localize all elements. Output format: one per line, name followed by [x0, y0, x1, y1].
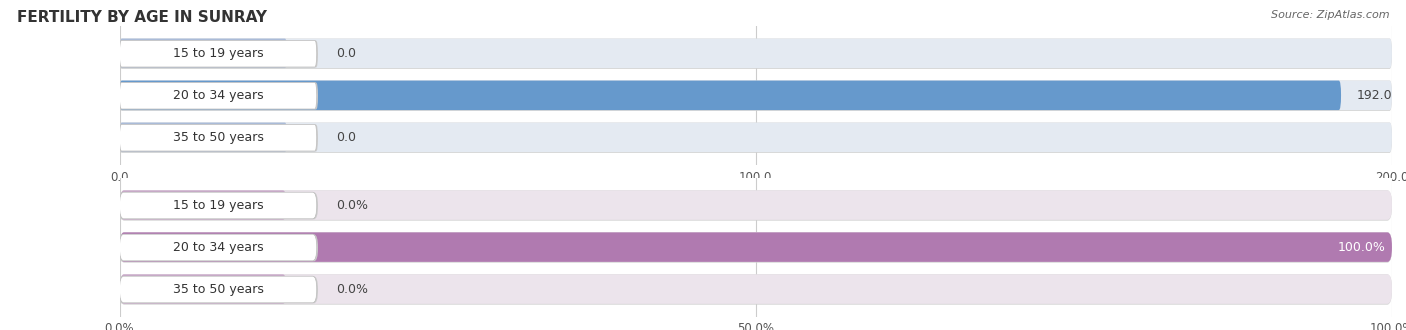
FancyBboxPatch shape — [120, 190, 1392, 220]
FancyBboxPatch shape — [120, 274, 1392, 305]
FancyBboxPatch shape — [120, 276, 316, 303]
FancyBboxPatch shape — [117, 41, 318, 68]
FancyBboxPatch shape — [117, 234, 318, 261]
Text: 15 to 19 years: 15 to 19 years — [173, 199, 263, 212]
FancyBboxPatch shape — [120, 192, 316, 219]
FancyBboxPatch shape — [120, 81, 1341, 110]
FancyBboxPatch shape — [117, 82, 318, 110]
FancyBboxPatch shape — [120, 39, 1392, 69]
Text: 0.0: 0.0 — [336, 131, 356, 144]
Text: 0.0%: 0.0% — [336, 283, 368, 296]
Text: 100.0%: 100.0% — [1337, 241, 1385, 254]
FancyBboxPatch shape — [120, 234, 316, 261]
FancyBboxPatch shape — [117, 192, 318, 219]
FancyBboxPatch shape — [120, 39, 287, 68]
Text: 20 to 34 years: 20 to 34 years — [173, 89, 263, 102]
FancyBboxPatch shape — [120, 39, 1392, 68]
FancyBboxPatch shape — [120, 122, 287, 152]
Text: 35 to 50 years: 35 to 50 years — [173, 131, 263, 144]
Text: 0.0%: 0.0% — [336, 199, 368, 212]
FancyBboxPatch shape — [120, 274, 287, 304]
FancyBboxPatch shape — [117, 276, 318, 303]
FancyBboxPatch shape — [120, 81, 1392, 110]
FancyBboxPatch shape — [120, 82, 316, 109]
FancyBboxPatch shape — [120, 274, 1392, 304]
FancyBboxPatch shape — [120, 122, 1392, 152]
Text: Source: ZipAtlas.com: Source: ZipAtlas.com — [1271, 10, 1389, 20]
FancyBboxPatch shape — [120, 124, 316, 151]
Text: 35 to 50 years: 35 to 50 years — [173, 283, 263, 296]
Text: 15 to 19 years: 15 to 19 years — [173, 47, 263, 60]
Text: 20 to 34 years: 20 to 34 years — [173, 241, 263, 254]
FancyBboxPatch shape — [120, 190, 287, 220]
FancyBboxPatch shape — [120, 190, 1392, 221]
Text: 0.0: 0.0 — [336, 47, 356, 60]
FancyBboxPatch shape — [120, 232, 1392, 262]
Text: FERTILITY BY AGE IN SUNRAY: FERTILITY BY AGE IN SUNRAY — [17, 10, 267, 25]
FancyBboxPatch shape — [120, 122, 1392, 153]
Text: 192.0: 192.0 — [1357, 89, 1392, 102]
FancyBboxPatch shape — [120, 232, 1392, 262]
FancyBboxPatch shape — [120, 232, 1392, 263]
FancyBboxPatch shape — [120, 40, 316, 67]
FancyBboxPatch shape — [117, 124, 318, 151]
FancyBboxPatch shape — [120, 81, 1392, 111]
